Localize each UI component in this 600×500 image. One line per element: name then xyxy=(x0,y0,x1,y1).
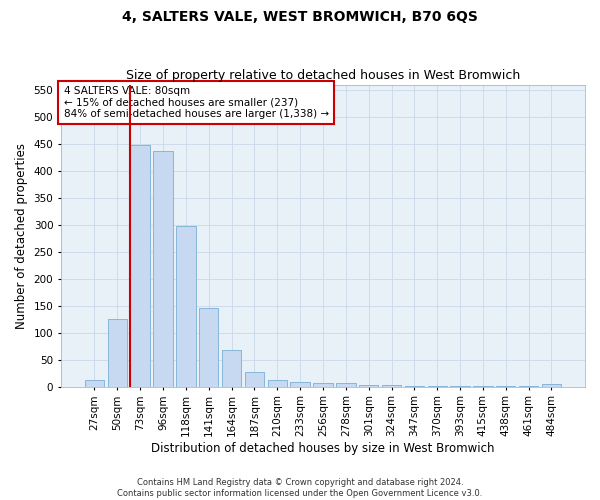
Bar xyxy=(85,380,104,386)
Bar xyxy=(268,380,287,386)
Y-axis label: Number of detached properties: Number of detached properties xyxy=(15,142,28,328)
Bar xyxy=(290,382,310,386)
Bar xyxy=(199,308,218,386)
Bar xyxy=(382,385,401,386)
Text: 4, SALTERS VALE, WEST BROMWICH, B70 6QS: 4, SALTERS VALE, WEST BROMWICH, B70 6QS xyxy=(122,10,478,24)
Bar xyxy=(245,372,264,386)
Text: Contains HM Land Registry data © Crown copyright and database right 2024.
Contai: Contains HM Land Registry data © Crown c… xyxy=(118,478,482,498)
Bar xyxy=(130,145,150,386)
Bar xyxy=(542,384,561,386)
Bar xyxy=(336,384,356,386)
Title: Size of property relative to detached houses in West Bromwich: Size of property relative to detached ho… xyxy=(126,69,520,82)
Bar xyxy=(359,384,379,386)
Bar xyxy=(107,319,127,386)
Bar xyxy=(222,350,241,387)
Bar xyxy=(154,151,173,386)
Text: 4 SALTERS VALE: 80sqm
← 15% of detached houses are smaller (237)
84% of semi-det: 4 SALTERS VALE: 80sqm ← 15% of detached … xyxy=(64,86,329,120)
X-axis label: Distribution of detached houses by size in West Bromwich: Distribution of detached houses by size … xyxy=(151,442,495,455)
Bar xyxy=(313,383,332,386)
Bar xyxy=(176,226,196,386)
